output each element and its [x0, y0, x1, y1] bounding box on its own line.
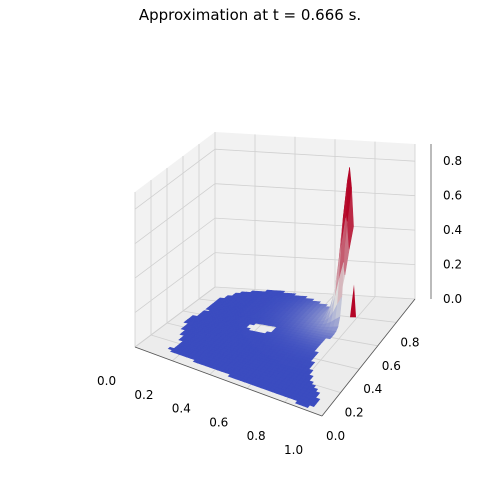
chart-title: Approximation at t = 0.666 s. [138, 6, 362, 24]
grid-line-z [134, 286, 416, 348]
axis-edges [134, 144, 432, 417]
z-tick-label: 0.4 [443, 223, 462, 237]
surface-peak [350, 284, 356, 318]
y-tick-label: 0.6 [382, 359, 401, 373]
z-tick-label: 0.0 [443, 292, 462, 306]
left-wall-pane [135, 132, 215, 347]
z-tick-label: 0.2 [443, 258, 462, 272]
z-tick-label: 0.8 [443, 154, 462, 168]
y-tick-label: 0.0 [326, 429, 345, 443]
surface-cell [249, 322, 257, 326]
surface-cell [303, 403, 311, 408]
back-wall-pane [215, 132, 415, 299]
surface-mesh [167, 167, 356, 408]
y-tick-label: 0.8 [400, 335, 419, 349]
x-tick-label: 0.4 [172, 402, 191, 416]
z-tick-label: 0.6 [443, 189, 462, 203]
tick-labels: 0.00.20.40.60.81.00.00.20.40.60.80.00.20… [97, 154, 462, 457]
y-axis-line [321, 298, 416, 417]
x-tick-label: 0.8 [247, 429, 266, 443]
y-tick-label: 0.4 [363, 382, 382, 396]
x-tick-label: 0.6 [209, 415, 228, 429]
x-tick-label: 0.0 [97, 374, 116, 388]
surface-cell [325, 335, 333, 340]
grid-line-z [134, 252, 416, 313]
grid-line-z [134, 148, 416, 210]
y-tick-label: 0.2 [345, 406, 364, 420]
x-tick-label: 1.0 [284, 443, 303, 457]
x-tick-label: 0.2 [134, 388, 153, 402]
surface-cell [309, 402, 317, 407]
x-axis-line [134, 346, 323, 417]
